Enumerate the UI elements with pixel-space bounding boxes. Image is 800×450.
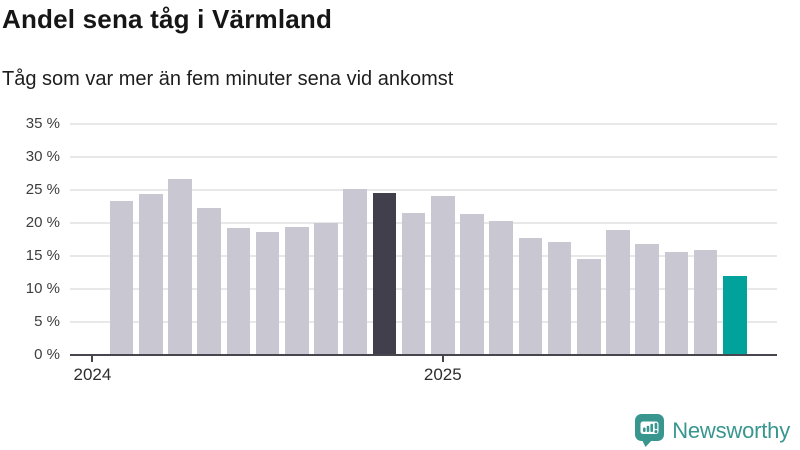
- bar: [197, 207, 221, 355]
- plot-area: 35 % 30 % 25 % 20 % 15 % 10 % 5 % 0 % 2024 2025: [26, 115, 777, 384]
- bar: [664, 252, 689, 355]
- bar-highlight-dark: [372, 193, 397, 355]
- y-tick-label: 20 %: [25, 214, 60, 231]
- newsworthy-logo-text: Newsworthy: [672, 417, 790, 443]
- newsworthy-logo-icon: [635, 414, 665, 447]
- chart-title: Andel sena tåg i Värmland: [2, 4, 333, 34]
- gridline: [70, 156, 777, 158]
- bar-highlight-accent: [723, 276, 747, 355]
- bar: [285, 226, 309, 355]
- bar: [226, 228, 251, 355]
- y-tick-label: 35 %: [25, 115, 60, 132]
- bar: [547, 242, 572, 355]
- bar: [460, 213, 484, 355]
- bar: [343, 189, 367, 355]
- bar: [577, 258, 601, 355]
- bar: [635, 244, 659, 355]
- bar: [168, 179, 192, 355]
- y-tick-label: 25 %: [25, 181, 60, 198]
- bar: [693, 250, 718, 355]
- bar: [139, 193, 163, 355]
- newsworthy-logo: Newsworthy: [634, 413, 790, 448]
- x-tick: [441, 356, 444, 362]
- y-tick-label: 5 %: [34, 313, 60, 330]
- gridline: [70, 123, 777, 125]
- bar: [606, 229, 630, 355]
- x-tick-label: 2025: [423, 365, 462, 384]
- y-tick-label: 30 %: [25, 148, 60, 165]
- bar: [518, 238, 543, 355]
- y-tick-label: 0 %: [34, 346, 60, 363]
- x-axis-line: [70, 353, 777, 356]
- bar: [109, 201, 134, 355]
- chart-subtitle: Tåg som var mer än fem minuter sena vid …: [2, 68, 454, 90]
- bar: [401, 213, 426, 355]
- x-tick-label: 2024: [73, 365, 112, 384]
- x-tick: [91, 356, 94, 362]
- bar: [431, 195, 455, 355]
- bar: [314, 223, 338, 355]
- bar: [255, 232, 280, 355]
- bar: [489, 221, 513, 355]
- y-tick-label: 15 %: [25, 247, 60, 264]
- gridline: [70, 189, 777, 191]
- y-tick-label: 10 %: [25, 280, 60, 297]
